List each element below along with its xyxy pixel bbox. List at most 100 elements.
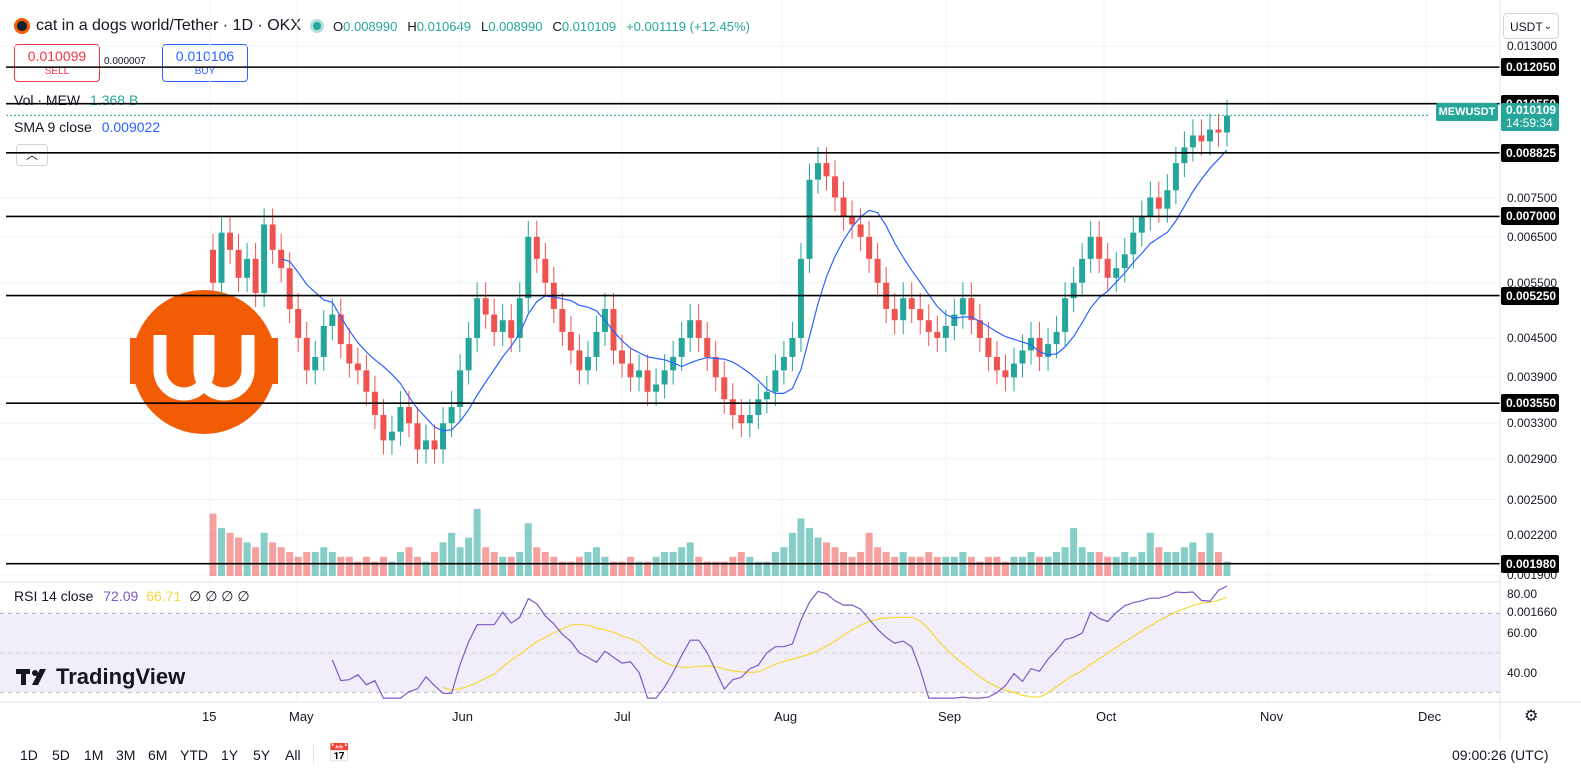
volume-bar xyxy=(678,547,686,576)
candle-body xyxy=(525,236,532,299)
buy-price: 0.010106 xyxy=(175,48,235,64)
volume-bar xyxy=(984,556,992,576)
collapse-legend-button[interactable]: ︿ xyxy=(16,144,48,166)
range-button-1d[interactable]: 1D xyxy=(20,747,38,763)
candle-body xyxy=(1155,197,1162,209)
candle-body xyxy=(465,337,472,371)
candle-body xyxy=(1070,282,1077,299)
candle-body xyxy=(533,236,540,259)
volume-bar xyxy=(345,556,353,576)
time-label: Aug xyxy=(774,709,798,724)
candle-body xyxy=(440,423,447,450)
candle-body xyxy=(687,320,694,338)
candle-body xyxy=(644,370,651,392)
candle-body xyxy=(380,415,387,441)
volume-bar xyxy=(473,508,481,576)
low-value: 0.008990 xyxy=(488,18,543,34)
change-value: +0.001119 (+12.45%) xyxy=(626,18,750,34)
candle-body xyxy=(636,370,643,378)
clock-label[interactable]: 09:00:26 (UTC) xyxy=(1452,747,1549,763)
volume-bar xyxy=(277,547,285,576)
volume-bar xyxy=(252,547,260,576)
close-value: 0.010109 xyxy=(561,18,617,34)
rsi-tick: 40.00 xyxy=(1507,665,1538,680)
range-button-5d[interactable]: 5D xyxy=(52,747,70,763)
sma-label: SMA 9 close xyxy=(14,119,92,135)
range-button-3m[interactable]: 3M xyxy=(116,747,136,763)
price-level-label: 0.005250 xyxy=(1501,286,1559,305)
volume-bar xyxy=(644,561,652,576)
sell-button[interactable]: 0.010099 SELL xyxy=(14,44,100,82)
rsi-legend[interactable]: RSI 14 close 72.09 66.71 ∅ ∅ ∅ ∅ xyxy=(14,588,250,605)
volume-bar xyxy=(567,561,575,576)
volume-bar xyxy=(235,537,243,576)
low-label: L xyxy=(480,18,489,34)
price-level-label: 0.012050 xyxy=(1501,58,1559,77)
tradingview-logo-text: TradingView xyxy=(56,664,186,689)
candle-body xyxy=(491,314,498,332)
candle-body xyxy=(397,407,404,432)
rsi-extra: ∅ ∅ ∅ ∅ xyxy=(189,588,250,604)
volume-bar xyxy=(823,542,831,576)
volume-bar xyxy=(592,547,600,576)
range-button-5y[interactable]: 5Y xyxy=(253,747,271,763)
sell-label: SELL xyxy=(44,66,70,77)
volume-bar xyxy=(788,532,796,576)
candle-body xyxy=(610,308,617,351)
candle-body xyxy=(942,325,949,338)
spread-value: 0.000007 xyxy=(104,56,146,67)
time-label: Jun xyxy=(452,709,473,724)
volume-bar xyxy=(388,561,396,576)
sma-value: 0.009022 xyxy=(101,119,161,135)
volume-bar xyxy=(686,542,694,576)
tradingview-logo[interactable]: TradingView xyxy=(16,664,185,690)
candle-body xyxy=(499,320,506,332)
candle-body xyxy=(746,415,753,424)
volume-bar xyxy=(294,556,302,576)
range-button-6m[interactable]: 6M xyxy=(148,747,168,763)
volume-bar xyxy=(499,556,507,576)
currency-select[interactable]: USDT ⌄ xyxy=(1503,13,1559,39)
volume-bar xyxy=(422,561,430,576)
volume-bar xyxy=(439,542,447,576)
gear-icon[interactable]: ⚙ xyxy=(1524,708,1539,725)
candle-body xyxy=(755,399,762,416)
range-button-ytd[interactable]: YTD xyxy=(180,747,208,763)
buy-button[interactable]: 0.010106 BUY xyxy=(162,44,248,82)
volume-bar xyxy=(891,556,899,576)
buy-label: BUY xyxy=(194,66,216,77)
volume-bar xyxy=(635,561,643,576)
volume-bar xyxy=(703,561,711,576)
candle-body xyxy=(1104,258,1111,278)
volume-bar xyxy=(1180,547,1188,576)
candle-body xyxy=(584,356,591,371)
price-level-label: 0.003550 xyxy=(1501,394,1559,413)
range-button-all[interactable]: All xyxy=(285,747,301,763)
candle-body xyxy=(951,314,958,326)
volume-bar xyxy=(1104,556,1112,576)
countdown: 14:59:34 xyxy=(1506,116,1553,130)
candle-body xyxy=(772,370,779,392)
candle-body xyxy=(891,308,898,321)
candle-body xyxy=(823,163,830,177)
range-button-1y[interactable]: 1Y xyxy=(221,747,239,763)
candle-body xyxy=(670,356,677,371)
price-tick: 0.002500 xyxy=(1507,492,1558,507)
sma-legend[interactable]: SMA 9 close 0.009022 xyxy=(14,119,160,135)
volume-bar xyxy=(320,547,328,576)
candle-body xyxy=(354,363,361,371)
volume-bar xyxy=(1129,556,1137,576)
volume-bar xyxy=(933,556,941,576)
calendar-goto-icon[interactable]: 📅 xyxy=(328,743,351,763)
volume-bar xyxy=(993,556,1001,576)
volume-bar xyxy=(1010,556,1018,576)
symbol-title[interactable]: cat in a dogs world/Tether · 1D · OKX xyxy=(36,17,301,34)
volume-bar xyxy=(908,556,916,576)
range-button-1m[interactable]: 1M xyxy=(84,747,104,763)
volume-bar xyxy=(916,556,924,576)
price-tick: 0.005500 xyxy=(1507,275,1558,290)
candle-body xyxy=(559,308,566,332)
